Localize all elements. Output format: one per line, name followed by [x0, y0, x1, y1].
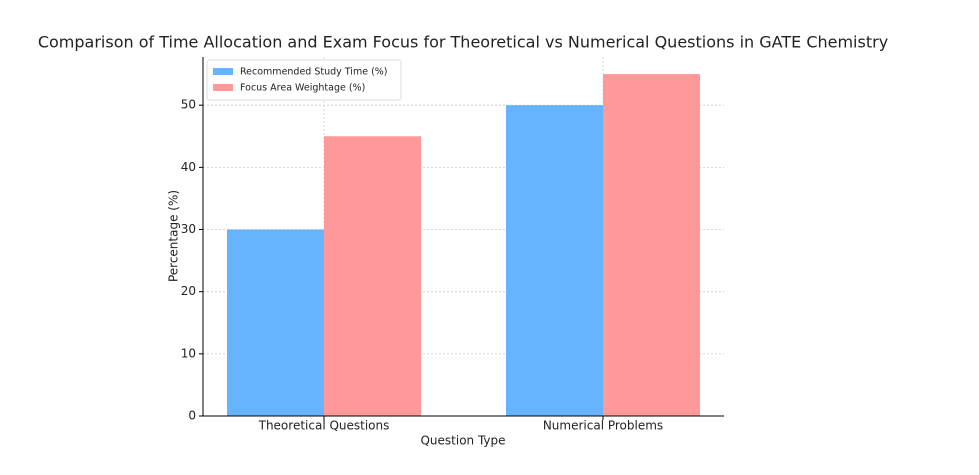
bar	[603, 74, 700, 416]
legend: Recommended Study Time (%) Focus Area Wei…	[206, 59, 402, 101]
y-tick-label: 0	[188, 409, 196, 423]
y-axis-label: Percentage (%)	[167, 190, 181, 282]
bar	[227, 229, 324, 416]
y-tick-label: 10	[181, 346, 196, 360]
legend-swatch	[213, 68, 233, 75]
x-tick-label: Numerical Problems	[543, 419, 663, 433]
y-tick-label: 30	[181, 222, 196, 236]
y-tick-label: 50	[181, 98, 196, 112]
x-axis-label: Question Type	[420, 434, 505, 448]
x-tick-label: Theoretical Questions	[258, 419, 390, 433]
chart-title: Comparison of Time Allocation and Exam F…	[38, 33, 888, 52]
y-tick-label: 20	[181, 284, 196, 298]
legend-label: Focus Area Weightage (%)	[240, 83, 365, 94]
bar	[506, 105, 603, 416]
legend-swatch	[213, 84, 233, 91]
legend-box	[206, 59, 402, 101]
legend-label: Recommended Study Time (%)	[240, 67, 388, 78]
bar	[324, 136, 421, 416]
y-tick-label: 40	[181, 160, 196, 174]
